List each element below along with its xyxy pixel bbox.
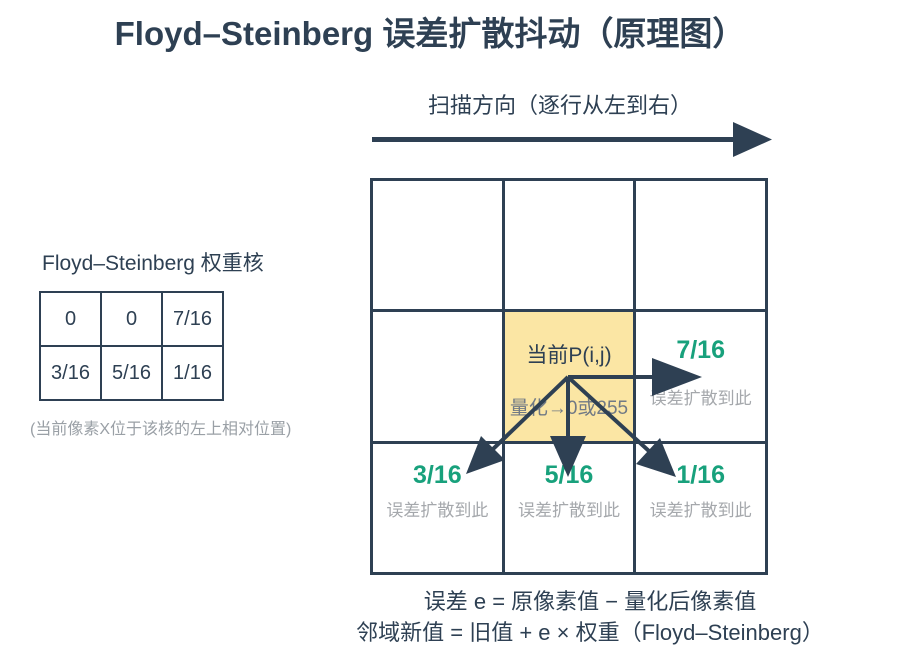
kernel-cell-r1c0: 3/16 — [41, 347, 100, 399]
kernel-cell-r0c0: 0 — [41, 293, 100, 345]
diffuse-right-cell: 7/16 误差扩散到此 — [636, 312, 765, 441]
formulas-block: 误差 e = 原像素值 − 量化后像素值 邻域新值 = 旧值 + e × 权重（… — [240, 586, 900, 648]
formula-error: 误差 e = 原像素值 − 量化后像素值 — [423, 589, 757, 614]
kernel-title: Floyd–Steinberg 权重核 — [42, 252, 264, 275]
grid-cell-r0c2 — [636, 181, 765, 310]
scan-direction-arrow-icon — [372, 122, 772, 157]
grid-cell-r0c1 — [504, 181, 634, 310]
diffusion-target-label-bottom-center: 误差扩散到此 — [517, 500, 620, 520]
diffuse-bottom-right-cell: 1/16 误差扩散到此 — [636, 443, 765, 572]
diffusion-target-label-bottom-right: 误差扩散到此 — [649, 500, 752, 520]
kernel-cell-r0c1: 0 — [102, 293, 161, 345]
grid-cell-r1c0 — [373, 312, 502, 441]
kernel-cell-r1c2: 1/16 — [163, 347, 222, 399]
kernel-cell-r0c2: 7/16 — [163, 293, 222, 345]
kernel-cell-r1c1: 5/16 — [102, 347, 161, 399]
quantize-label: 量化→0或255 — [509, 398, 629, 420]
page-title: Floyd–Steinberg 误差扩散抖动（原理图） — [114, 15, 746, 52]
pixel-grid: 当前P(i,j) 量化→0或255 7/16 误差扩散到此 3/16 误差扩散到… — [370, 178, 768, 575]
current-pixel-label: 当前P(i,j) — [526, 344, 612, 368]
diffusion-weight-bottom-right: 1/16 — [676, 460, 725, 489]
diffusion-target-label-right: 误差扩散到此 — [649, 389, 752, 409]
kernel-table: 0 0 7/16 3/16 5/16 1/16 — [39, 291, 224, 401]
scan-direction-label: 扫描方向（逐行从左到右） — [427, 93, 692, 118]
diffusion-target-label-bottom-left: 误差扩散到此 — [386, 500, 489, 520]
current-pixel-cell: 当前P(i,j) 量化→0或255 — [504, 312, 634, 441]
diffuse-bottom-left-cell: 3/16 误差扩散到此 — [373, 443, 502, 572]
formula-update: 邻域新值 = 旧值 + e × 权重（Floyd–Steinberg） — [356, 620, 824, 645]
diffuse-bottom-center-cell: 5/16 误差扩散到此 — [504, 443, 634, 572]
diffusion-weight-bottom-left: 3/16 — [412, 460, 462, 489]
grid-cell-r0c0 — [373, 181, 502, 310]
kernel-caption: (当前像素X位于该核的左上相对位置) — [30, 421, 292, 438]
diffusion-weight-bottom-center: 5/16 — [544, 460, 594, 489]
diffusion-weight-right: 7/16 — [676, 336, 725, 365]
